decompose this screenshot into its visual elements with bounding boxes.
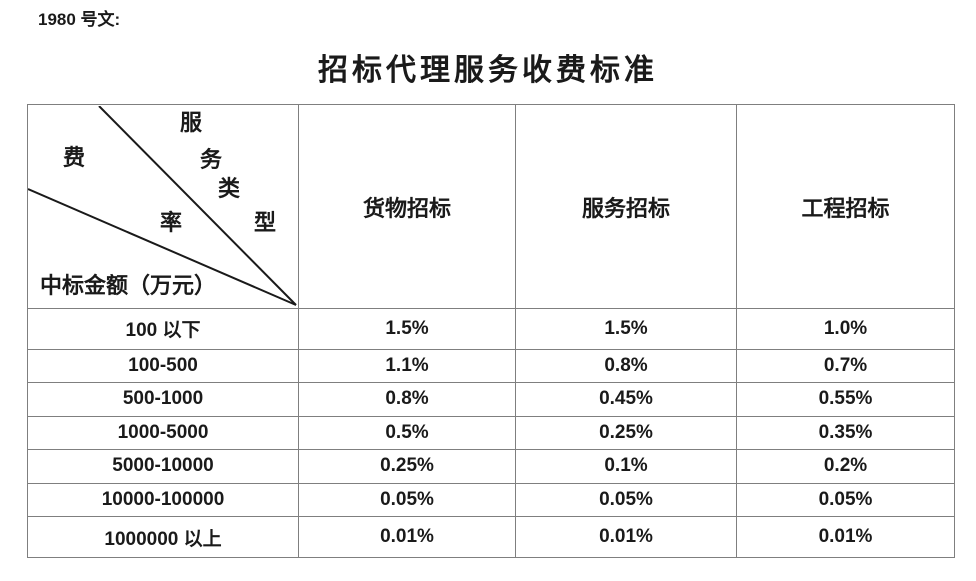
doc-number-label: 1980 号文: bbox=[38, 10, 121, 29]
fee-value-cell: 0.45% bbox=[515, 382, 737, 417]
fee-value-cell: 0.8% bbox=[298, 382, 516, 417]
table-row: 10000-100000 0.05% 0.05% 0.05% bbox=[27, 482, 955, 518]
fee-value-cell: 1.5% bbox=[515, 308, 737, 350]
table-row: 500-1000 0.8% 0.45% 0.55% bbox=[27, 382, 955, 417]
fee-value-cell: 1.0% bbox=[736, 308, 955, 350]
fee-value-cell: 1.1% bbox=[298, 348, 516, 384]
row-label: 500-1000 bbox=[27, 382, 299, 417]
corner-rate-char: 率 bbox=[160, 210, 183, 236]
corner-header-inner: 服 务 类 型 费 率 中标金额（万元） bbox=[28, 106, 298, 307]
fee-value-cell: 0.55% bbox=[736, 382, 955, 417]
diagonal-divider-lines bbox=[28, 106, 297, 306]
fee-value-cell: 0.01% bbox=[736, 516, 955, 558]
corner-amount-label: 中标金额（万元） bbox=[40, 273, 217, 299]
column-header-engineering: 工程招标 bbox=[736, 104, 955, 309]
fee-value-cell: 0.7% bbox=[736, 348, 955, 384]
row-label: 5000-10000 bbox=[27, 449, 299, 484]
fee-value-cell: 0.05% bbox=[515, 482, 737, 518]
fee-value-cell: 0.1% bbox=[515, 449, 737, 484]
table-header-row: 服 务 类 型 费 率 中标金额（万元） 货物招标 服务招标 工程招标 bbox=[27, 104, 955, 309]
table-row: 1000000 以上 0.01% 0.01% 0.01% bbox=[27, 516, 955, 558]
fee-value-cell: 0.01% bbox=[298, 516, 516, 558]
fee-value-cell: 0.01% bbox=[515, 516, 737, 558]
corner-service-type-char: 务 bbox=[200, 147, 223, 173]
row-label: 100-500 bbox=[27, 348, 299, 384]
fee-value-cell: 0.2% bbox=[736, 449, 955, 484]
fee-value-cell: 0.5% bbox=[298, 415, 516, 451]
fee-value-cell: 0.05% bbox=[298, 482, 516, 518]
table-row: 1000-5000 0.5% 0.25% 0.35% bbox=[27, 415, 955, 451]
row-label: 10000-100000 bbox=[27, 482, 299, 518]
fee-value-cell: 0.35% bbox=[736, 415, 955, 451]
corner-header-cell: 服 务 类 型 费 率 中标金额（万元） bbox=[27, 104, 299, 309]
corner-service-type-char: 型 bbox=[254, 210, 277, 236]
corner-rate-char: 费 bbox=[63, 145, 86, 171]
fee-value-cell: 1.5% bbox=[298, 308, 516, 350]
table-row: 100-500 1.1% 0.8% 0.7% bbox=[27, 348, 955, 384]
corner-service-type-char: 服 bbox=[180, 110, 203, 136]
column-header-goods: 货物招标 bbox=[298, 104, 516, 309]
corner-service-type-char: 类 bbox=[218, 176, 241, 202]
fee-value-cell: 0.05% bbox=[736, 482, 955, 518]
table-row: 5000-10000 0.25% 0.1% 0.2% bbox=[27, 449, 955, 484]
fee-value-cell: 0.25% bbox=[515, 415, 737, 451]
column-header-service: 服务招标 bbox=[515, 104, 737, 309]
row-label: 1000000 以上 bbox=[27, 516, 299, 558]
table-row: 100 以下 1.5% 1.5% 1.0% bbox=[27, 308, 955, 350]
row-label: 100 以下 bbox=[27, 308, 299, 350]
fee-value-cell: 0.25% bbox=[298, 449, 516, 484]
page-title: 招标代理服务收费标准 bbox=[318, 53, 658, 88]
fee-standard-table: 服 务 类 型 费 率 中标金额（万元） 货物招标 服务招标 工程招标 100 … bbox=[27, 104, 955, 558]
fee-value-cell: 0.8% bbox=[515, 348, 737, 384]
row-label: 1000-5000 bbox=[27, 415, 299, 451]
